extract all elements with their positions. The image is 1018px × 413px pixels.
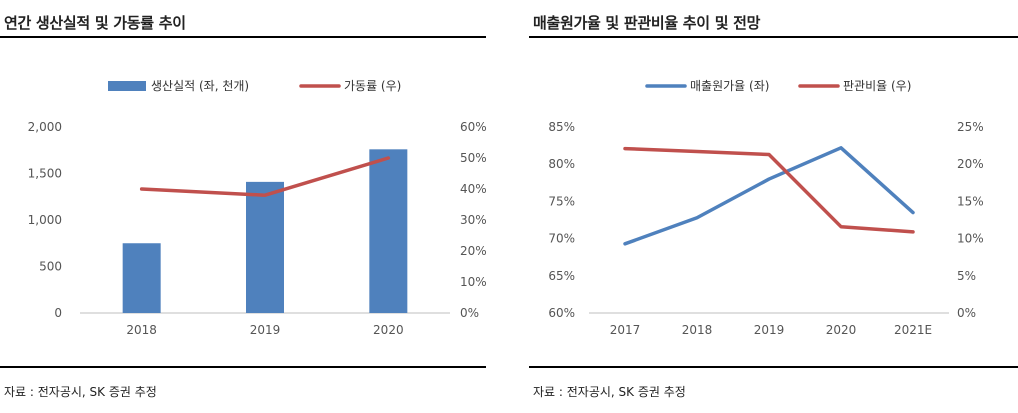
bar — [122, 243, 161, 313]
right-y-tick-label: 50% — [460, 151, 487, 165]
x-tick-label: 2019 — [250, 323, 281, 337]
series-line — [623, 146, 915, 234]
legend-swatch — [108, 81, 146, 91]
right-y-tick-label: 40% — [460, 182, 487, 196]
right-y-tick-label: 25% — [957, 120, 984, 134]
x-tick-label: 2020 — [826, 323, 857, 337]
right-y-tick-label: 10% — [957, 232, 984, 246]
x-tick-label: 2021E — [894, 323, 932, 337]
x-tick-label: 2018 — [126, 323, 157, 337]
left-y-tick-label: 65% — [548, 269, 575, 283]
right-y-tick-label: 20% — [957, 157, 984, 171]
left-y-tick-label: 85% — [548, 120, 575, 134]
right-y-tick-label: 15% — [957, 194, 984, 208]
production-chart: 0 500 1,000 1,500 2,000 0% 10% 20% 30% 40% 50% 60% 2… — [28, 78, 487, 337]
right-y-tick-label: 0% — [957, 306, 976, 320]
cost-ratio-chart: 60% 65% 70% 75% 80% 85% 0% 5% 10% 15% 20% 25% 2017 20… — [548, 79, 984, 337]
legend-label: 매출원가율 (좌) — [690, 79, 769, 93]
bar — [369, 149, 408, 313]
right-y-tick-label: 20% — [460, 244, 487, 258]
left-y-tick-label: 80% — [548, 157, 575, 171]
legend-label: 판관비율 (우) — [843, 79, 911, 93]
left-y-tick-label: 2,000 — [28, 120, 62, 134]
right-y-tick-label: 5% — [957, 269, 976, 283]
bar — [246, 181, 284, 313]
series-line — [139, 156, 391, 197]
source-rule — [529, 366, 1018, 368]
source-rule — [0, 366, 486, 368]
title-rule — [0, 36, 486, 38]
left-y-tick-label: 75% — [548, 194, 575, 208]
production-chart-panel: 연간 생산실적 및 가동률 추이 0 500 1,000 1,500 2,000 0% 10… — [0, 0, 487, 413]
series-line — [623, 146, 915, 246]
x-tick-label: 2017 — [610, 323, 641, 337]
left-y-tick-label: 1,500 — [28, 167, 62, 181]
source-note: 자료 : 전자공시, SK 증권 추정 — [4, 385, 157, 399]
left-y-tick-label: 60% — [548, 306, 575, 320]
x-tick-label: 2019 — [754, 323, 785, 337]
right-y-tick-label: 0% — [460, 306, 479, 320]
panel-title: 연간 생산실적 및 가동률 추이 — [4, 14, 186, 32]
right-y-tick-label: 10% — [460, 275, 487, 289]
left-y-tick-label: 70% — [548, 232, 575, 246]
cost-ratio-chart-panel: 매출원가율 및 판관비율 추이 및 전망 60% 65% 70% 75% 80% 85% 0… — [529, 0, 1018, 413]
left-y-tick-label: 500 — [39, 260, 62, 274]
left-y-tick-label: 0 — [54, 306, 62, 320]
right-y-tick-label: 60% — [460, 120, 487, 134]
right-y-tick-label: 30% — [460, 213, 487, 227]
legend-label: 생산실적 (좌, 천개) — [151, 78, 249, 93]
source-note: 자료 : 전자공시, SK 증권 추정 — [533, 385, 686, 399]
x-tick-label: 2020 — [373, 323, 404, 337]
legend-label: 가동률 (우) — [344, 79, 401, 93]
title-rule — [529, 36, 1018, 38]
left-y-tick-label: 1,000 — [28, 213, 62, 227]
x-tick-label: 2018 — [682, 323, 713, 337]
panel-title: 매출원가율 및 판관비율 추이 및 전망 — [533, 14, 761, 32]
